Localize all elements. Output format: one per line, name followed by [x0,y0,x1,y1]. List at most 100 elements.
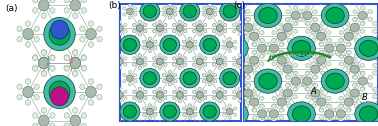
Circle shape [80,94,85,100]
Circle shape [156,58,163,65]
Circle shape [283,23,292,32]
Circle shape [218,60,223,64]
Circle shape [257,44,267,52]
Circle shape [272,62,277,66]
Circle shape [164,57,167,60]
Circle shape [360,87,365,91]
Circle shape [148,49,152,53]
Circle shape [118,33,122,36]
Circle shape [278,22,282,26]
Circle shape [347,27,351,31]
Circle shape [194,107,197,110]
Circle shape [138,66,141,69]
Circle shape [313,17,317,21]
Circle shape [347,42,351,46]
Circle shape [164,96,167,100]
Circle shape [163,105,177,118]
Circle shape [335,108,339,112]
Circle shape [39,58,49,69]
Circle shape [133,96,136,100]
Circle shape [136,58,143,65]
Circle shape [303,11,312,20]
Circle shape [203,57,207,60]
Circle shape [218,0,222,2]
Circle shape [368,75,373,79]
Circle shape [245,17,250,21]
Circle shape [51,20,68,39]
Circle shape [293,71,298,76]
Circle shape [279,66,284,70]
Circle shape [186,108,193,115]
Circle shape [259,96,264,100]
Circle shape [50,123,55,126]
Circle shape [335,50,339,54]
Circle shape [218,121,222,124]
Circle shape [269,44,279,52]
Circle shape [33,123,38,126]
Circle shape [246,60,251,64]
Circle shape [164,124,167,126]
Circle shape [203,73,206,77]
Circle shape [358,77,367,85]
Circle shape [153,90,156,93]
Circle shape [163,80,166,83]
Circle shape [293,63,297,68]
Circle shape [271,104,276,108]
Circle shape [133,90,136,93]
Circle shape [283,65,292,73]
Circle shape [86,28,96,40]
Circle shape [305,21,310,25]
Circle shape [107,41,113,48]
Circle shape [158,99,161,103]
Circle shape [184,63,187,66]
Circle shape [17,84,22,90]
Circle shape [50,55,55,61]
Circle shape [246,99,251,103]
Circle shape [327,38,331,42]
Circle shape [223,30,227,33]
Circle shape [73,70,78,76]
Circle shape [358,11,367,20]
Circle shape [360,6,365,10]
Circle shape [188,116,191,119]
Circle shape [344,32,353,41]
Circle shape [183,107,186,110]
Circle shape [17,94,22,100]
Circle shape [178,0,181,2]
Circle shape [278,71,282,75]
Circle shape [321,87,325,91]
Circle shape [183,40,186,43]
Circle shape [153,63,156,66]
Circle shape [196,92,203,98]
Circle shape [327,104,331,108]
Circle shape [144,90,147,93]
Circle shape [203,23,207,27]
Circle shape [246,75,253,82]
Circle shape [178,121,181,124]
Circle shape [313,125,318,126]
Circle shape [293,87,297,91]
Circle shape [193,23,196,27]
Circle shape [305,87,310,91]
Circle shape [221,36,248,60]
Circle shape [216,125,223,126]
Circle shape [226,29,231,33]
Circle shape [184,96,187,100]
Circle shape [173,90,176,93]
Circle shape [313,33,318,37]
Circle shape [188,37,191,40]
Circle shape [41,107,46,113]
Circle shape [319,42,324,46]
Circle shape [123,105,136,118]
Circle shape [188,49,191,53]
Circle shape [344,98,353,106]
Circle shape [178,99,181,103]
Circle shape [321,95,325,99]
Circle shape [118,54,122,57]
Circle shape [128,83,132,86]
Circle shape [177,58,183,65]
Circle shape [204,54,209,58]
Circle shape [311,31,316,35]
Circle shape [339,96,344,100]
Circle shape [146,108,153,115]
